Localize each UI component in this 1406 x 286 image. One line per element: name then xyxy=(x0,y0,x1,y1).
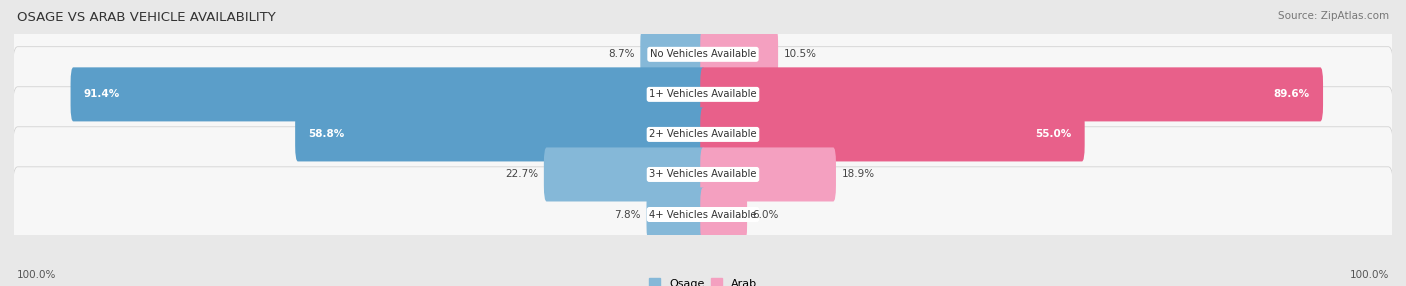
Text: 7.8%: 7.8% xyxy=(614,210,641,219)
Text: OSAGE VS ARAB VEHICLE AVAILABILITY: OSAGE VS ARAB VEHICLE AVAILABILITY xyxy=(17,11,276,24)
FancyBboxPatch shape xyxy=(544,148,706,201)
Text: 2+ Vehicles Available: 2+ Vehicles Available xyxy=(650,130,756,139)
FancyBboxPatch shape xyxy=(640,27,706,81)
FancyBboxPatch shape xyxy=(700,148,837,201)
FancyBboxPatch shape xyxy=(700,188,747,241)
FancyBboxPatch shape xyxy=(70,67,706,121)
FancyBboxPatch shape xyxy=(13,47,1393,142)
Text: 3+ Vehicles Available: 3+ Vehicles Available xyxy=(650,170,756,179)
FancyBboxPatch shape xyxy=(700,67,1323,121)
Text: 89.6%: 89.6% xyxy=(1274,90,1310,99)
Text: No Vehicles Available: No Vehicles Available xyxy=(650,49,756,59)
Text: 1+ Vehicles Available: 1+ Vehicles Available xyxy=(650,90,756,99)
FancyBboxPatch shape xyxy=(13,87,1393,182)
Text: 58.8%: 58.8% xyxy=(308,130,344,139)
Text: 18.9%: 18.9% xyxy=(841,170,875,179)
Text: 8.7%: 8.7% xyxy=(609,49,634,59)
FancyBboxPatch shape xyxy=(295,107,706,161)
Text: 10.5%: 10.5% xyxy=(783,49,817,59)
FancyBboxPatch shape xyxy=(13,167,1393,262)
Text: 6.0%: 6.0% xyxy=(752,210,779,219)
FancyBboxPatch shape xyxy=(700,27,778,81)
Text: 22.7%: 22.7% xyxy=(505,170,538,179)
Text: 91.4%: 91.4% xyxy=(83,90,120,99)
FancyBboxPatch shape xyxy=(13,127,1393,222)
Legend: Osage, Arab: Osage, Arab xyxy=(644,274,762,286)
Text: 100.0%: 100.0% xyxy=(17,270,56,280)
FancyBboxPatch shape xyxy=(700,107,1084,161)
Text: 55.0%: 55.0% xyxy=(1035,130,1071,139)
Text: 4+ Vehicles Available: 4+ Vehicles Available xyxy=(650,210,756,219)
Text: Source: ZipAtlas.com: Source: ZipAtlas.com xyxy=(1278,11,1389,21)
Text: 100.0%: 100.0% xyxy=(1350,270,1389,280)
FancyBboxPatch shape xyxy=(13,7,1393,102)
FancyBboxPatch shape xyxy=(647,188,706,241)
